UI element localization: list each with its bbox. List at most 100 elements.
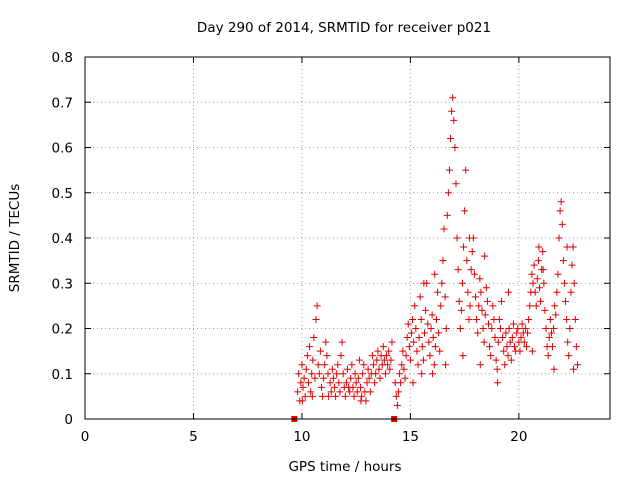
data-point [357,383,365,391]
x-axis-ticks: 0 5 10 15 20 [81,57,527,445]
data-point [411,302,419,310]
data-point [304,379,312,387]
data-point [418,343,426,351]
data-point [295,370,303,378]
data-point [462,166,470,174]
data-point [559,257,567,265]
data-point [312,315,320,323]
data-point [442,361,450,369]
data-point [347,374,355,382]
data-point [373,356,381,364]
data-points [294,94,581,409]
data-point [570,279,578,287]
data-point [439,257,447,265]
data-point [440,225,448,233]
data-point [493,365,501,373]
data-point [393,401,401,409]
data-point [341,392,349,400]
data-point [311,374,319,382]
y-tick-label: 0.5 [52,186,73,202]
data-point [482,284,490,292]
data-point [441,293,449,301]
data-point [303,352,311,360]
data-point [563,315,571,323]
data-point [476,361,484,369]
data-point [455,297,463,305]
grid-layer [85,57,610,419]
data-point [310,334,318,342]
data-point [342,379,350,387]
data-point [563,243,571,251]
data-point [545,334,553,342]
data-point [518,320,526,328]
data-point [481,311,489,319]
y-axis-ticks: 0 0.1 0.2 0.3 0.4 0.5 0.6 0.7 0.8 [52,50,610,428]
data-point [379,343,387,351]
data-point [418,370,426,378]
data-point [400,365,408,373]
data-point [326,379,334,387]
data-point [491,334,499,342]
data-point [492,356,500,364]
data-point [451,144,459,151]
data-point [471,293,479,301]
data-point [473,315,481,323]
data-point [477,288,485,296]
data-point [348,361,356,369]
data-point [364,365,372,373]
data-point [485,320,493,328]
data-point [474,329,482,337]
data-point [370,361,378,369]
data-point [409,379,417,387]
y-tick-label: 0.3 [52,276,73,292]
data-point [480,338,488,346]
data-point [417,315,425,323]
data-point [571,315,579,323]
data-point [504,352,512,360]
data-point [354,374,362,382]
y-axis-label: SRMTID / TECUs [7,184,23,292]
data-point [544,352,552,360]
data-point [398,361,406,369]
data-point [564,338,572,346]
data-point [514,325,522,332]
data-point [386,365,394,373]
data-point [335,379,343,387]
data-point [565,352,573,360]
data-point [488,325,496,332]
y-tick-label: 0.7 [52,95,73,111]
data-point [401,374,409,382]
data-point [402,352,410,360]
data-point [294,388,302,396]
data-point [444,189,452,197]
data-point [550,365,558,373]
data-point [498,297,506,305]
data-point [366,388,374,396]
data-point [537,297,545,305]
data-point [329,374,337,382]
y-tick-label: 0.1 [52,367,73,383]
data-point [496,325,504,332]
data-point [413,347,421,355]
data-point [403,334,411,342]
data-point [384,361,392,369]
data-point [465,234,473,242]
data-point [453,234,461,242]
data-point [374,347,382,355]
data-point [387,356,395,364]
data-point [407,329,415,337]
data-point [436,347,444,355]
data-point [458,279,466,287]
data-point [302,365,310,373]
chart-title: Day 290 of 2014, SRMTID for receiver p02… [197,20,491,36]
data-point [421,329,429,337]
data-point [478,306,486,314]
data-point [475,302,483,310]
data-point [352,379,360,387]
data-point [528,347,536,355]
x-tick-label: 20 [510,429,527,445]
data-point [568,261,576,269]
data-point [337,352,345,360]
data-point [476,275,484,283]
